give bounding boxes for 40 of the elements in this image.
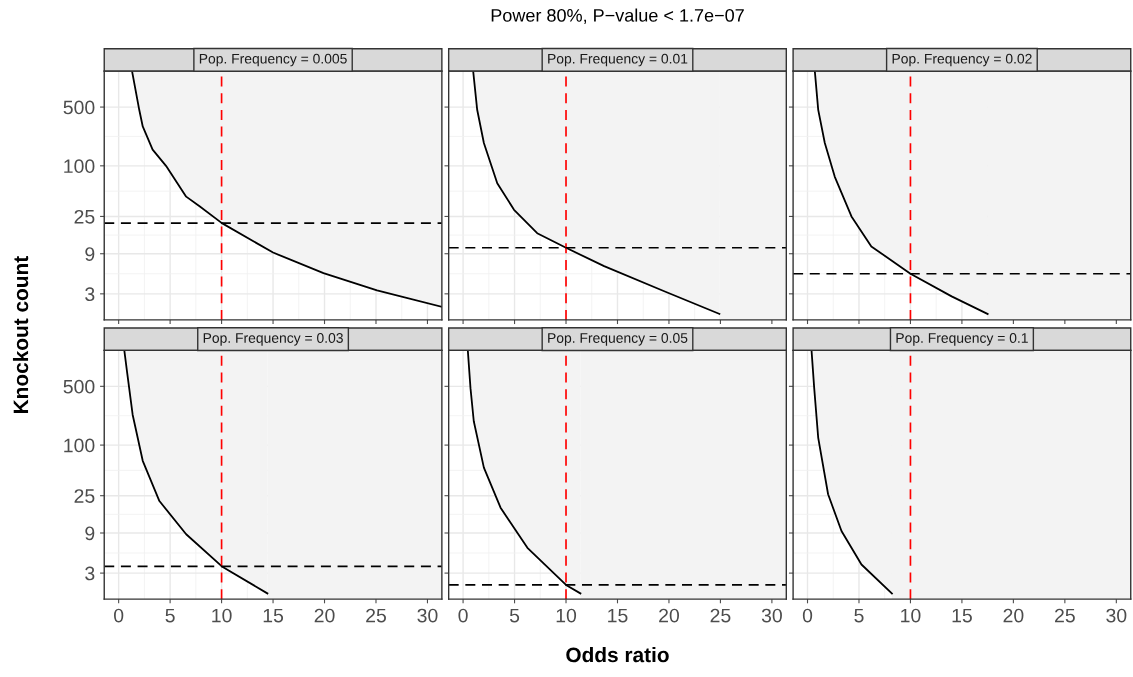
x-tick-label: 25 xyxy=(366,608,386,623)
x-tick-label: 0 xyxy=(802,608,813,623)
y-tick-label: 3 xyxy=(85,566,95,581)
y-axis-title: Knockout count xyxy=(12,256,29,413)
y-tick-label: 100 xyxy=(64,159,95,174)
y-tick-label: 9 xyxy=(85,247,95,261)
x-tick-label: 30 xyxy=(1106,608,1127,623)
text: Power 80%, P−value < 1.7e−07 xyxy=(491,8,744,24)
x-tick-label: 20 xyxy=(659,608,680,623)
chart-title: Pop. Frequency = 0.03 xyxy=(203,333,343,346)
x-tick-label: 25 xyxy=(1055,608,1075,623)
x-tick-label: 10 xyxy=(212,608,232,623)
x-tick-label: 5 xyxy=(165,608,175,623)
chart-title: Pop. Frequency = 0.01 xyxy=(548,53,688,67)
y-tick-label: 100 xyxy=(64,438,95,453)
x-tick-label: 15 xyxy=(952,608,972,623)
x-tick-label: 5 xyxy=(509,608,520,623)
y-tick-label: 500 xyxy=(63,100,95,115)
chart-title: Pop. Frequency = 0.1 xyxy=(896,333,1028,346)
x-tick-label: 10 xyxy=(901,608,921,623)
x-tick-label: 0 xyxy=(458,608,468,623)
x-tick-label: 10 xyxy=(556,608,577,623)
chart-title: Pop. Frequency = 0.02 xyxy=(892,53,1032,67)
x-tick-label: 15 xyxy=(608,608,628,623)
chart-title: Pop. Frequency = 0.005 xyxy=(199,53,347,67)
x-tick-label: 20 xyxy=(1003,608,1024,623)
chart-title: Pop. Frequency = 0.05 xyxy=(548,333,688,346)
y-tick-label: 25 xyxy=(74,489,95,503)
x-tick-label: 25 xyxy=(710,608,731,623)
y-tick-label: 25 xyxy=(74,209,95,224)
x-axis-title: Odds ratio xyxy=(566,646,669,663)
x-tick-label: 30 xyxy=(417,608,438,623)
x-tick-label: 15 xyxy=(263,608,284,623)
y-tick-label: 9 xyxy=(85,526,95,541)
x-tick-label: 0 xyxy=(114,608,124,623)
x-tick-label: 30 xyxy=(761,608,782,623)
y-tick-label: 3 xyxy=(85,287,95,302)
x-tick-label: 20 xyxy=(314,608,335,623)
y-tick-label: 500 xyxy=(63,379,95,394)
x-tick-label: 5 xyxy=(854,608,864,623)
